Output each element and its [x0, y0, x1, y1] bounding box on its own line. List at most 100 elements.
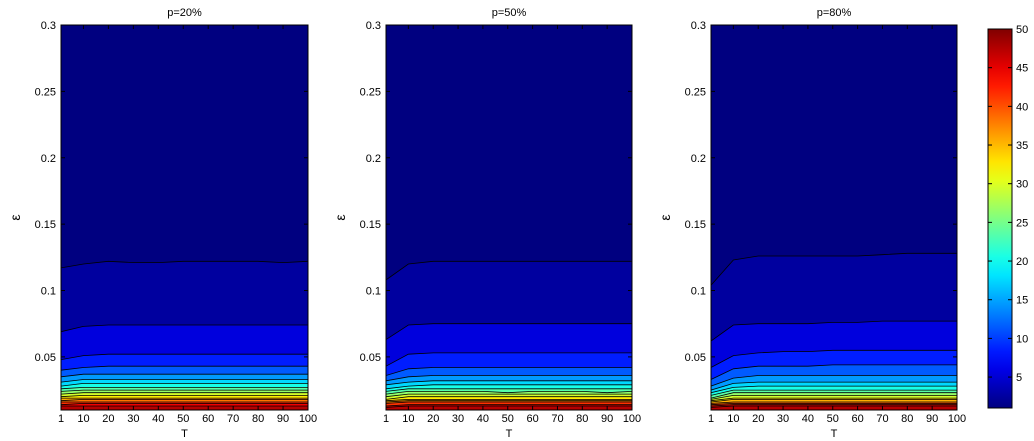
y-tick-label: 0.3 — [41, 20, 56, 32]
plot-area — [386, 25, 632, 410]
x-tick-label: 50 — [502, 413, 514, 425]
x-tick-label: 40 — [477, 413, 489, 425]
contour-panel-3: 1 10 20 30 40 50 60 70 80 90 100 0.05 0.1 0.15 0.2 0.25… — [657, 7, 966, 440]
contour-line — [61, 398, 308, 402]
x-tick-label: 20 — [102, 413, 114, 425]
y-tick-label: 0.05 — [360, 352, 381, 364]
y-tick-label: 0.1 — [691, 286, 706, 298]
contour-line — [61, 386, 308, 390]
contour-line — [711, 401, 957, 404]
contour-line — [386, 400, 632, 403]
x-tick-label: 1 — [383, 413, 389, 425]
y-tick-label: 0.05 — [685, 352, 706, 364]
x-tick-label: 30 — [777, 413, 789, 425]
x-tick-label: 50 — [827, 413, 839, 425]
x-tick-label: 80 — [576, 413, 588, 425]
contour-line — [386, 398, 632, 402]
y-tick-label: 0.2 — [41, 153, 56, 165]
x-tick-label: 90 — [601, 413, 613, 425]
contour-band — [711, 406, 957, 410]
colorbar: 5 10 15 20 25 30 35 40 45 50 — [987, 24, 1028, 409]
y-tick-label: 0.1 — [41, 286, 56, 298]
x-tick-label: 40 — [152, 413, 164, 425]
contour-panel-1: 1 10 20 30 40 50 60 70 80 90 100 0.05 0.1 0.15 0.2 0.25… — [7, 7, 317, 440]
x-tick-label: 100 — [948, 413, 966, 425]
contour-line — [711, 349, 957, 368]
axes-frame — [710, 24, 958, 411]
panel-title: p=80% — [817, 7, 852, 19]
contour-line — [61, 379, 308, 383]
y-tick-label: 0.2 — [691, 153, 706, 165]
x-axis-label: T — [831, 428, 838, 440]
colorbar-tick-label: 15 — [1016, 295, 1028, 307]
contour-line — [61, 260, 308, 269]
x-tick-label: 60 — [202, 413, 214, 425]
colorbar-tick-label: 5 — [1016, 372, 1022, 384]
contour-line — [386, 380, 632, 386]
x-tick-label: 60 — [526, 413, 538, 425]
x-tick-label: 10 — [402, 413, 414, 425]
contour-line — [61, 353, 308, 360]
y-tick-label: 0.1 — [366, 286, 381, 298]
contour-line — [711, 392, 957, 399]
contour-line — [386, 393, 632, 398]
x-tick-label: 1 — [58, 413, 64, 425]
colorbar-tick-label: 10 — [1016, 333, 1028, 345]
contour-band — [61, 406, 308, 410]
colorbar-tick-label: 40 — [1016, 101, 1028, 113]
contour-line — [711, 394, 957, 400]
contour-line — [711, 320, 957, 342]
colorbar-tick-label: 50 — [1016, 24, 1028, 36]
x-tick-label: 70 — [876, 413, 888, 425]
x-tick-label: 60 — [851, 413, 863, 425]
contour-band — [386, 406, 632, 410]
contour-line — [711, 364, 957, 380]
contour-line — [711, 385, 957, 394]
x-tick-label: 20 — [752, 413, 764, 425]
contour-line — [386, 396, 632, 400]
colorbar-tick-label: 25 — [1016, 217, 1028, 229]
x-axis-label: T — [181, 428, 188, 440]
contour-line — [711, 397, 957, 402]
contour-line — [61, 392, 308, 395]
y-tick-label: 0.05 — [35, 352, 56, 364]
contour-line — [386, 384, 632, 390]
plot-area — [61, 25, 308, 410]
y-tick-label: 0.3 — [366, 20, 381, 32]
contour-panel-2: 1 10 20 30 40 50 60 70 80 90 100 0.05 0.1 0.15 0.2 0.25… — [332, 7, 641, 440]
y-tick-label: 0.25 — [685, 86, 706, 98]
contour-line — [386, 404, 632, 407]
contour-line — [61, 324, 308, 333]
y-tick-label: 0.2 — [366, 153, 381, 165]
x-tick-label: 80 — [901, 413, 913, 425]
plot-area — [711, 25, 957, 410]
contour-line — [711, 381, 957, 391]
colorbar-tick-label: 35 — [1016, 140, 1028, 152]
contour-line — [386, 260, 632, 281]
x-tick-label: 1 — [708, 413, 714, 425]
colorbar-tick-label: 45 — [1016, 63, 1028, 75]
contour-line — [386, 375, 632, 382]
colorbar-gradient — [987, 28, 1013, 409]
contour-line — [386, 323, 632, 340]
contour-line — [711, 398, 957, 403]
x-tick-label: 70 — [551, 413, 563, 425]
x-tick-label: 90 — [926, 413, 938, 425]
contour-line — [711, 389, 957, 396]
x-tick-label: 70 — [227, 413, 239, 425]
x-tick-label: 20 — [427, 413, 439, 425]
contour-line — [61, 394, 308, 398]
x-tick-label: 90 — [277, 413, 289, 425]
x-tick-label: 50 — [177, 413, 189, 425]
contour-line — [61, 365, 308, 371]
contour-line — [711, 252, 957, 286]
y-tick-label: 0.15 — [685, 219, 706, 231]
contour-line — [386, 367, 632, 376]
contour-line — [61, 389, 308, 392]
contour-line — [711, 402, 957, 406]
contour-line — [386, 352, 632, 367]
y-axis-label: ε — [7, 214, 23, 220]
x-tick-label: 30 — [127, 413, 139, 425]
contour-line — [61, 373, 308, 378]
